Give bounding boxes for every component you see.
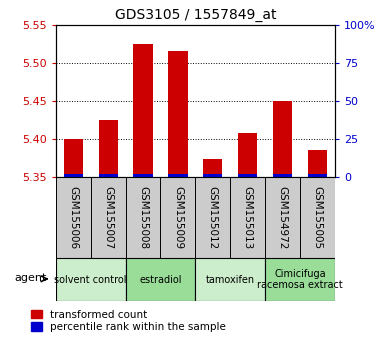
Bar bbox=[126, 258, 195, 301]
Text: GSM155013: GSM155013 bbox=[243, 186, 253, 249]
Text: tamoxifen: tamoxifen bbox=[206, 275, 255, 285]
Bar bbox=[203, 174, 223, 177]
Text: GSM155012: GSM155012 bbox=[208, 186, 218, 249]
Bar bbox=[168, 174, 187, 177]
Title: GDS3105 / 1557849_at: GDS3105 / 1557849_at bbox=[115, 8, 276, 22]
Bar bbox=[99, 174, 118, 177]
Text: solvent control: solvent control bbox=[54, 275, 127, 285]
Text: GSM155009: GSM155009 bbox=[173, 186, 183, 249]
Text: GSM155008: GSM155008 bbox=[138, 186, 148, 249]
Bar bbox=[64, 174, 83, 177]
Bar bbox=[265, 258, 335, 301]
Text: agent: agent bbox=[14, 273, 46, 282]
Bar bbox=[308, 174, 327, 177]
Text: GSM155005: GSM155005 bbox=[313, 186, 323, 249]
Text: estradiol: estradiol bbox=[139, 275, 182, 285]
Bar bbox=[195, 258, 265, 301]
Bar bbox=[56, 258, 126, 301]
Bar bbox=[273, 101, 292, 177]
Bar bbox=[203, 160, 223, 177]
Bar bbox=[168, 51, 187, 177]
Text: GSM155006: GSM155006 bbox=[68, 186, 78, 249]
Text: GSM155007: GSM155007 bbox=[103, 186, 113, 249]
Bar bbox=[99, 120, 118, 177]
Legend: transformed count, percentile rank within the sample: transformed count, percentile rank withi… bbox=[32, 310, 226, 332]
Bar bbox=[134, 174, 152, 177]
Bar bbox=[64, 139, 83, 177]
Bar bbox=[308, 150, 327, 177]
Text: GSM154972: GSM154972 bbox=[278, 186, 288, 250]
Text: Cimicifuga
racemosa extract: Cimicifuga racemosa extract bbox=[257, 269, 343, 291]
Bar bbox=[238, 174, 257, 177]
Bar bbox=[134, 44, 152, 177]
Bar bbox=[273, 174, 292, 177]
Bar bbox=[238, 133, 257, 177]
